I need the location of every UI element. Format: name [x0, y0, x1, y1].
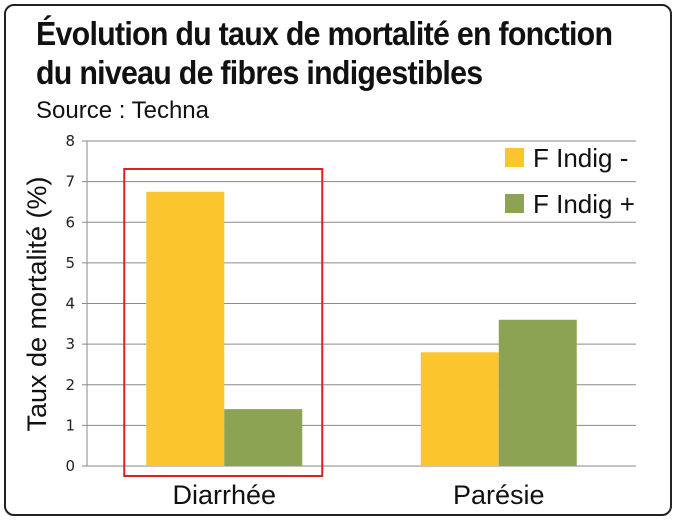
chart-source: Source : Techna: [36, 97, 210, 124]
y-tick-label: 5: [65, 254, 75, 272]
y-axis-label: Taux de mortalité (%): [22, 176, 52, 431]
y-tick-label: 7: [65, 173, 75, 191]
bar-f-indig-plus-2: [498, 319, 577, 466]
y-tick-label: 6: [65, 213, 75, 231]
legend: F Indig - F Indig +: [505, 143, 635, 219]
y-tick-label: 2: [65, 376, 75, 394]
y-tick-labels: 0 1 2 3 4 5 6 7 8: [65, 132, 75, 475]
legend-swatch: [505, 194, 524, 213]
y-tick-label: 3: [65, 335, 75, 353]
chart-title: Évolution du taux de mortalité en foncti…: [36, 15, 613, 91]
y-tick-label: 0: [65, 457, 75, 475]
chart-frame: [4, 4, 672, 516]
category-labels: Diarrhée Parésie: [172, 480, 544, 510]
y-tick-label: 1: [65, 416, 75, 434]
legend-label: F Indig +: [533, 189, 635, 219]
bar-f-indig-minus-1: [146, 191, 225, 466]
category-label: Parésie: [453, 480, 545, 510]
y-tick-label: 8: [65, 132, 75, 150]
bar-f-indig-plus-1: [224, 409, 303, 466]
category-label: Diarrhée: [172, 480, 276, 510]
legend-swatch: [505, 148, 524, 167]
highlight-rect: [123, 168, 324, 477]
y-tick-label: 4: [65, 295, 75, 313]
bars: [146, 191, 577, 466]
highlight-box: [123, 168, 324, 477]
bar-f-indig-minus-2: [420, 352, 499, 466]
legend-label: F Indig -: [533, 143, 628, 173]
